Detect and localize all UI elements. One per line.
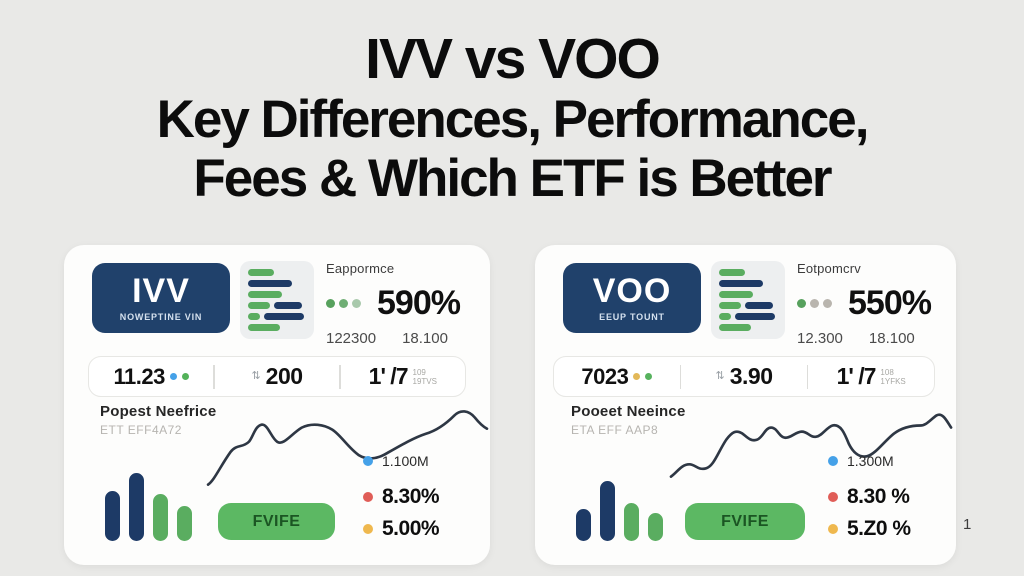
legend-label: 5.Z0 % [847, 517, 911, 540]
legend-label: 8.30% [382, 485, 440, 508]
performance-label: Eotpomcrv [797, 261, 861, 276]
price-sparkline [669, 413, 953, 478]
stat-dot-green [645, 373, 653, 380]
stat-value-2: 200 [265, 363, 303, 389]
chart-subtitle: ETA EFF AAP8 [571, 423, 659, 437]
performance-label: Eappormce [326, 261, 395, 276]
stat-cell-3: 1' /7 108 1YFKS [808, 363, 934, 390]
ticker-label: IVV [132, 272, 190, 310]
chart-legend: 1.300M 8.30 % 5.Z0 % [828, 453, 948, 554]
ticker-badge: IVV NOWEPTINE VIN [92, 263, 230, 333]
title-line-1: IVV vs VOO [365, 27, 661, 91]
mini-bar [576, 509, 591, 541]
mini-bar [177, 506, 192, 541]
performance-sub-right: 18.100 [868, 330, 915, 347]
sort-arrows-icon: ⇅ [251, 370, 261, 382]
legend-dot-yellow [828, 524, 838, 534]
legend-label: 8.30 % [847, 485, 910, 508]
chart-title: Pooeet Neeince [571, 403, 686, 420]
mini-bar-chart [105, 445, 205, 541]
stat-cell-3: 1' /7 109 19TVS [341, 363, 465, 390]
legend-label: 5.00% [382, 517, 440, 540]
divider [339, 364, 341, 389]
stat-cell-1: 7023 [554, 364, 680, 390]
performance-value: 550% [848, 284, 932, 322]
stat-small-text: 109 19TVS [412, 367, 437, 386]
ticker-label: VOO [592, 272, 672, 310]
stat-dot-green [181, 373, 189, 380]
legend-dot-blue [363, 456, 373, 466]
bar-chart-icon [240, 261, 314, 339]
legend-dot-red [828, 492, 838, 502]
slide-title: IVV vs VOO Key Differences, Performance,… [0, 28, 1024, 208]
fvife-button[interactable]: FVIFE [685, 503, 805, 540]
divider [806, 364, 809, 389]
performance-block: Eappormce 590% 122300 18.100 [326, 261, 476, 347]
stat-cell-1: 11.23 [89, 364, 213, 390]
mini-bar [600, 481, 615, 541]
mini-bar [648, 513, 663, 541]
stats-pill: 7023 ⇅ 3.90 1' /7 108 1YFKS [553, 356, 935, 397]
chart-title: Popest Neefrice [100, 403, 217, 420]
performance-dots-icon [797, 299, 832, 308]
title-line-3: Fees & Which ETF is Better [193, 149, 832, 208]
etf-card-ivv: IVV NOWEPTINE VIN Eappormce 590% 12230 [64, 245, 490, 565]
stat-value-1: 7023 [581, 363, 629, 389]
mini-bar [129, 473, 144, 541]
stat-cell-2: ⇅ 3.90 [681, 363, 807, 390]
fvife-button[interactable]: FVIFE [218, 503, 335, 540]
stat-dot-blue [169, 373, 177, 380]
mini-bar [153, 494, 168, 541]
etf-card-voo: VOO EEUP TOUNT Eotpomcrv 550% 12.300 [535, 245, 956, 565]
legend-dot-yellow [363, 524, 373, 534]
legend-dot-blue [828, 456, 838, 466]
legend-label: 1.300M [847, 453, 894, 469]
stat-dot-yellow [633, 373, 641, 380]
legend-label: 1.100M [382, 453, 429, 469]
stat-small-text: 108 1YFKS [880, 367, 906, 386]
ticker-subtitle: EEUP TOUNT [599, 312, 665, 322]
divider [679, 364, 682, 389]
ticker-subtitle: NOWEPTINE VIN [119, 312, 203, 322]
stat-value-3: 1' /7 [836, 363, 877, 389]
stat-value-3: 1' /7 [368, 363, 409, 389]
performance-dots-icon [326, 299, 361, 308]
performance-value: 590% [377, 284, 461, 322]
chart-legend: 1.100M 8.30% 5.00% [363, 453, 483, 554]
chart-subtitle: ETT EFF4A72 [100, 423, 182, 437]
performance-sub-left: 122300 [326, 330, 377, 347]
mini-bar-chart [576, 445, 676, 541]
stat-value-1: 11.23 [113, 363, 165, 389]
card-header: VOO EEUP TOUNT Eotpomcrv 550% 12.300 [535, 245, 956, 347]
price-sparkline [206, 410, 489, 486]
stat-value-2: 3.90 [729, 363, 773, 389]
legend-dot-red [363, 492, 373, 502]
divider [213, 364, 215, 389]
performance-block: Eotpomcrv 550% 12.300 18.100 [797, 261, 947, 347]
mini-bar [624, 503, 639, 541]
mini-bar [105, 491, 120, 541]
page-number: 1 [963, 516, 972, 533]
sort-arrows-icon: ⇅ [715, 370, 725, 382]
card-header: IVV NOWEPTINE VIN Eappormce 590% 12230 [64, 245, 490, 347]
performance-sub-left: 12.300 [797, 330, 843, 347]
stats-pill: 11.23 ⇅ 200 1' /7 109 19TVS [88, 356, 466, 397]
stat-cell-2: ⇅ 200 [215, 363, 339, 390]
bar-chart-icon [711, 261, 785, 339]
title-line-2: Key Differences, Performance, [156, 90, 870, 149]
performance-sub-right: 18.100 [402, 330, 448, 347]
ticker-badge: VOO EEUP TOUNT [563, 263, 701, 333]
